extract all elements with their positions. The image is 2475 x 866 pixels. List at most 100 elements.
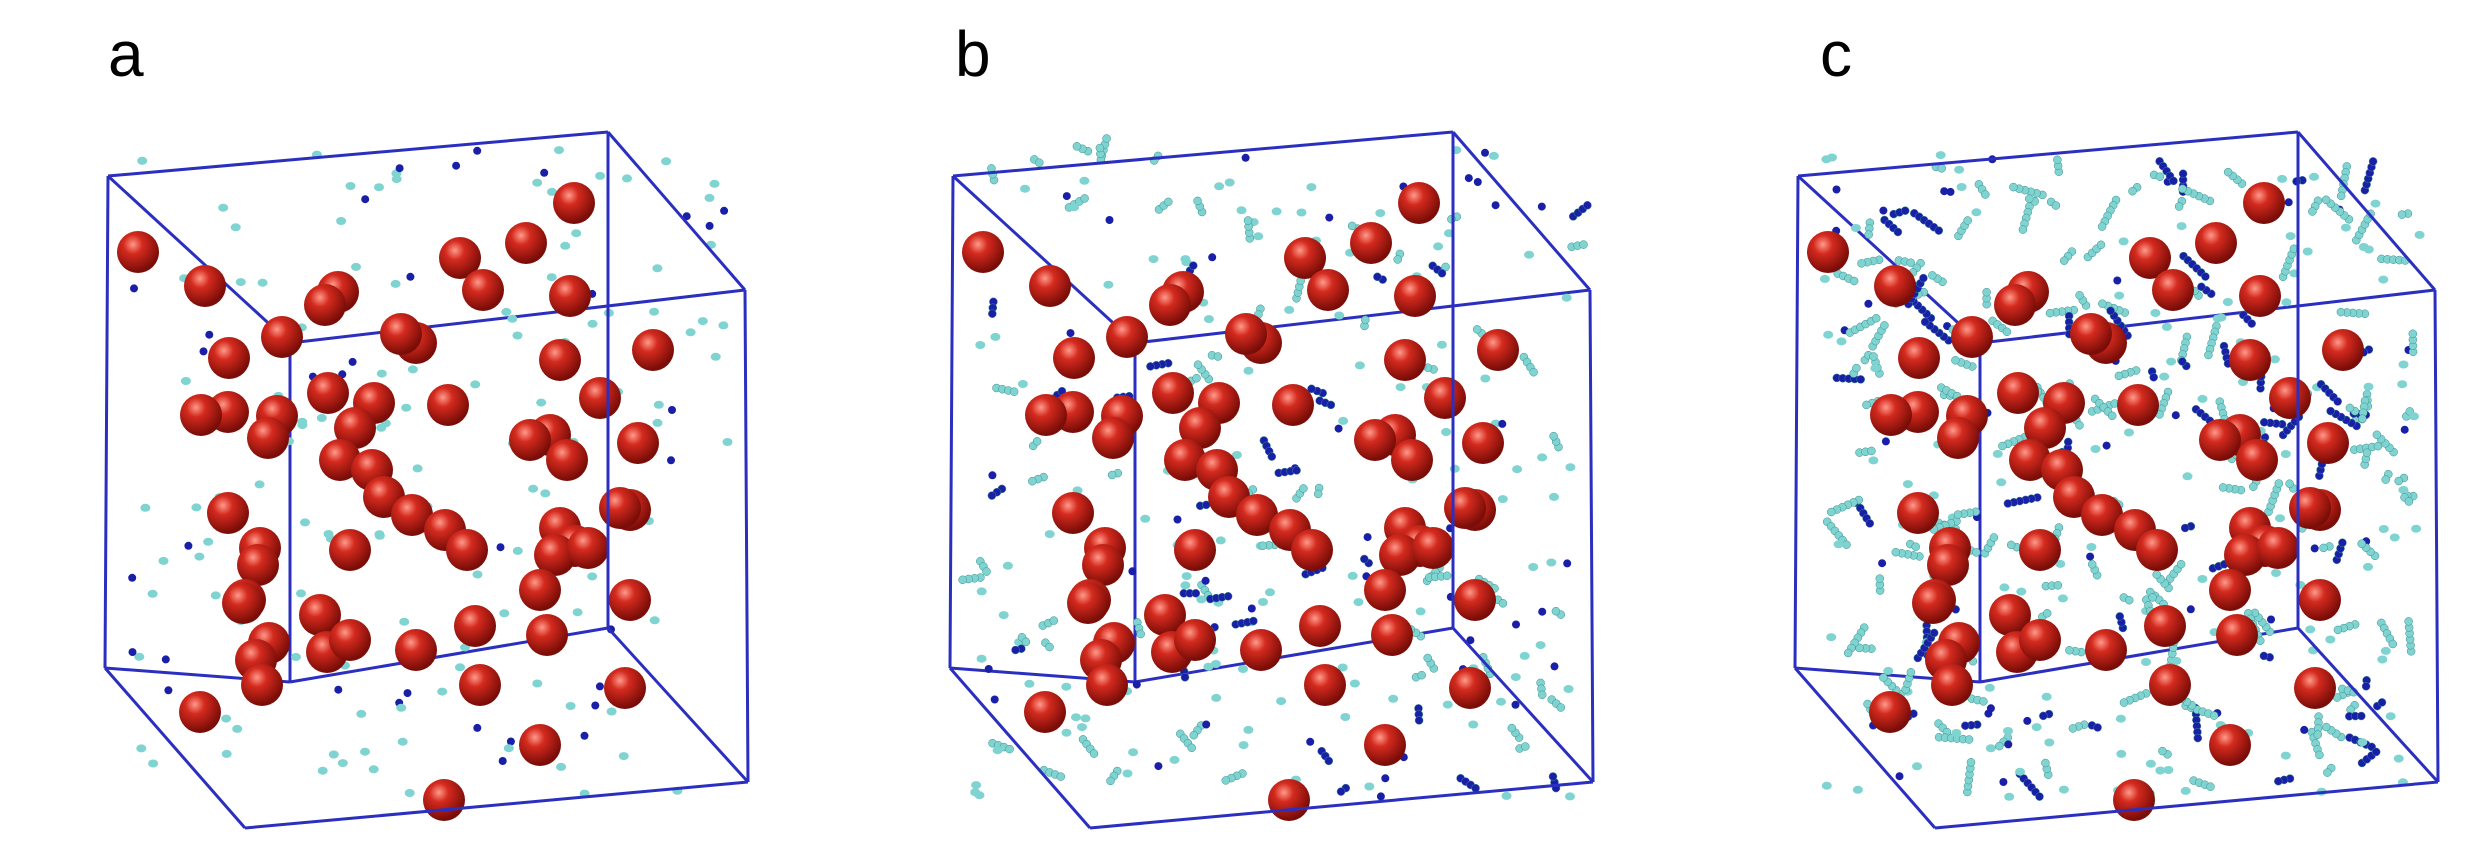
cyan-particle (1951, 729, 1962, 737)
cyan-bead (2096, 240, 2106, 250)
box-edge (1134, 288, 1591, 345)
cyan-bead (2408, 329, 2418, 339)
red-sphere (2152, 269, 2194, 311)
cyan-particle (1488, 151, 1499, 160)
red-sphere (519, 724, 561, 766)
cyan-bead (1867, 446, 1876, 456)
dark-particle (395, 164, 404, 173)
cyan-particle (998, 611, 1009, 620)
cyan-particle (412, 464, 423, 473)
cyan-bead (2357, 539, 2366, 548)
dark-bead (2368, 157, 2378, 166)
cyan-particle (328, 750, 339, 759)
red-sphere (1092, 417, 1134, 459)
dark-particle (2310, 544, 2319, 553)
red-sphere (439, 237, 481, 279)
cyan-particle (974, 791, 985, 800)
cyan-particle (1436, 340, 1447, 349)
cyan-particle (2180, 786, 2191, 795)
cyan-bead (2148, 593, 2157, 602)
cyan-particle (1354, 361, 1365, 370)
dark-bead (2201, 272, 2210, 281)
cyan-particle (1497, 495, 1508, 504)
cyan-particle (2414, 230, 2425, 239)
red-sphere (319, 439, 361, 481)
box-edge (743, 289, 750, 783)
cyan-particle (1549, 492, 1559, 501)
cyan-particle (2150, 309, 2161, 317)
dark-particle (1464, 174, 1473, 183)
cyan-particle (2393, 754, 2404, 763)
cyan-bead (2059, 256, 2069, 265)
cyan-bead (2068, 724, 2078, 733)
red-sphere (2024, 407, 2066, 449)
cyan-particle (401, 403, 412, 412)
cyan-bead (1507, 723, 1517, 733)
red-sphere (184, 265, 226, 307)
cyan-bead (2204, 350, 2213, 360)
cyan-particle (1231, 451, 1242, 459)
red-sphere (261, 316, 303, 358)
cyan-bead (1072, 142, 1082, 151)
dark-bead (1583, 201, 1592, 210)
red-sphere (2081, 494, 2123, 536)
red-sphere (2136, 529, 2178, 571)
dark-particle (1563, 559, 1572, 568)
cyan-particle (1079, 176, 1090, 185)
cyan-particle (2004, 792, 2015, 801)
cyan-particle (2389, 533, 2400, 542)
dark-particle (540, 168, 549, 177)
red-sphere (1106, 316, 1148, 358)
cyan-bead (1981, 190, 1990, 199)
red-sphere (1179, 407, 1221, 449)
dark-bead (2371, 747, 2381, 757)
cyan-bead (1347, 221, 1357, 231)
dark-bead (2106, 306, 2115, 316)
cyan-particle (1565, 463, 1576, 472)
dark-bead (1961, 721, 1970, 730)
red-sphere (1299, 605, 1341, 647)
red-sphere (446, 529, 488, 571)
dark-bead (2149, 373, 2158, 382)
dark-particle (1066, 329, 1075, 338)
dark-particle (2113, 276, 2122, 285)
cyan-particle (2016, 587, 2027, 596)
red-sphere (1391, 439, 1433, 481)
red-sphere (1272, 384, 1314, 426)
dark-bead (2178, 357, 2187, 366)
cyan-bead (1869, 352, 1878, 361)
cyan-particle (976, 587, 987, 596)
cyan-bead (2404, 617, 2413, 626)
cyan-particle (653, 400, 664, 409)
dark-particle (1376, 792, 1385, 801)
cyan-particle (499, 609, 510, 618)
cyan-bead (2285, 479, 2294, 488)
cyan-particle (709, 179, 720, 188)
dark-particle (1878, 559, 1887, 568)
red-sphere (1912, 582, 1954, 624)
cyan-particle (1071, 713, 1081, 722)
cyan-bead (2308, 207, 2317, 216)
cyan-particle (210, 591, 221, 600)
dark-particle (1538, 607, 1547, 616)
cyan-bead (2206, 782, 2215, 791)
cyan-particle (652, 418, 663, 427)
cyan-bead (1035, 158, 1044, 167)
cyan-particle (218, 203, 229, 212)
red-sphere (579, 377, 621, 419)
dark-particle (668, 406, 676, 414)
red-sphere (395, 629, 437, 671)
red-sphere (2019, 529, 2061, 571)
dark-bead (1011, 645, 1020, 655)
cyan-bead (1849, 276, 1859, 286)
cyan-particle (1388, 694, 1399, 703)
cyan-bead (2373, 441, 2383, 451)
cyan-bead (1032, 437, 1042, 446)
cyan-particle (2116, 749, 2127, 758)
cyan-particle (2115, 714, 2126, 723)
dark-particle (1154, 762, 1163, 771)
dark-bead (2197, 282, 2206, 292)
red-sphere (1927, 544, 1969, 586)
cyan-particle (1140, 514, 1151, 523)
dark-bead (2357, 711, 2366, 721)
